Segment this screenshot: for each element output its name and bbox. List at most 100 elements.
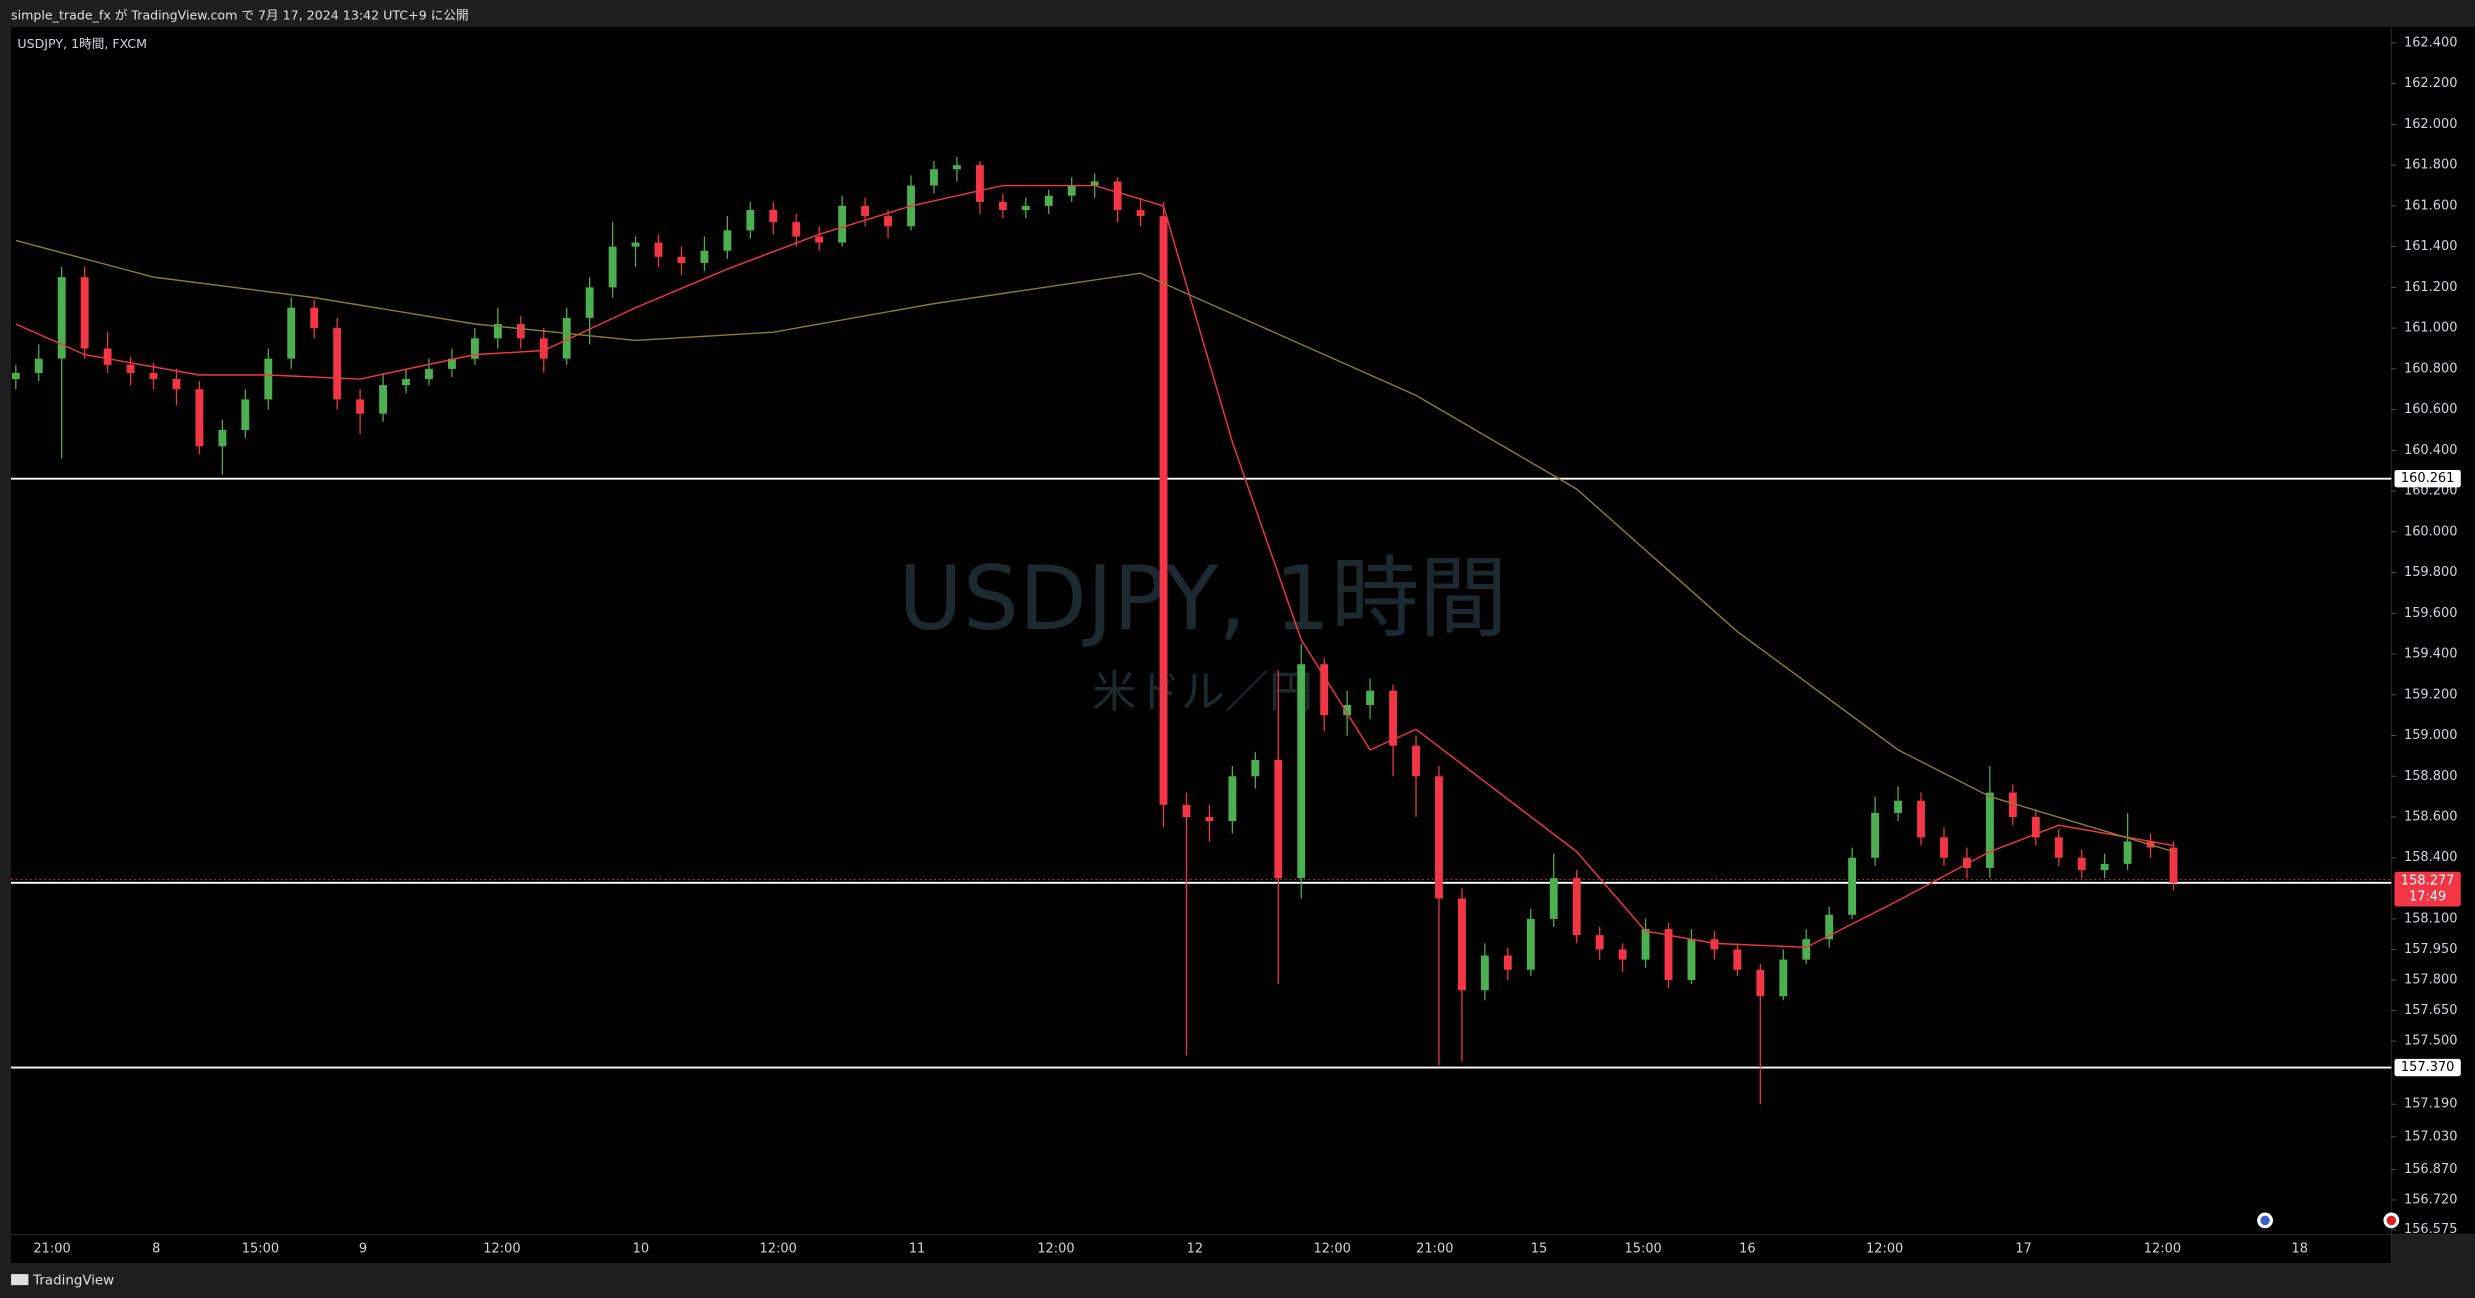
candle-body (1228, 776, 1237, 822)
publisher: simple_trade_fx が TradingView.com で 7月 1… (11, 8, 469, 23)
y-tick-label: 158.100 (2404, 911, 2458, 926)
candle-body (1825, 914, 1834, 940)
candle-body (608, 246, 617, 288)
level-label: 157.370 (2401, 1060, 2455, 1075)
candle-body (1412, 745, 1420, 777)
candle-body (1480, 955, 1489, 991)
y-tick-label: 161.200 (2404, 280, 2458, 295)
y-tick-label: 156.870 (2404, 1162, 2458, 1177)
candle-body (1320, 664, 1329, 716)
candle-body (1572, 878, 1581, 936)
y-tick-label: 160.000 (2404, 524, 2458, 539)
y-tick-label: 156.575 (2404, 1222, 2458, 1237)
candle-body (1549, 878, 1558, 919)
current-price-label: 158.277 (2401, 874, 2455, 889)
candle-body (1526, 918, 1535, 970)
candle-body (1136, 209, 1145, 217)
candle-body (1366, 690, 1375, 705)
x-tick-label: 18 (2292, 1241, 2308, 1256)
x-tick-label: 21:00 (33, 1241, 70, 1256)
candle-body (1021, 205, 1030, 210)
x-tick-label: 21:00 (1416, 1241, 1453, 1256)
x-tick-label: 12:00 (1314, 1241, 1351, 1256)
candle-body (447, 358, 456, 369)
x-tick-label: 15 (1531, 1241, 1547, 1256)
candle-body (1917, 800, 1925, 838)
event-icon-inner (2260, 1215, 2270, 1226)
candle-body (1733, 949, 1742, 970)
x-tick-label: 12:00 (1866, 1241, 1903, 1256)
candle-body (700, 250, 709, 263)
y-tick-label: 157.030 (2404, 1129, 2458, 1144)
candle-body (1457, 898, 1466, 991)
y-tick-label: 161.800 (2404, 158, 2458, 173)
candle-body (1687, 939, 1696, 980)
candle-body (1894, 800, 1903, 813)
candles-layer (11, 157, 2178, 1105)
candle-body (516, 324, 525, 339)
candle-body (539, 338, 548, 359)
candle-body (218, 429, 227, 447)
candle-body (126, 364, 135, 373)
candle-body (356, 399, 365, 414)
candle-body (2031, 817, 2040, 838)
candle-body (1343, 704, 1352, 716)
y-tick-label: 159.800 (2404, 565, 2458, 580)
watermark: USDJPY, 1時間 (898, 547, 1507, 650)
x-tick-label: 12:00 (2144, 1241, 2181, 1256)
candle-body (1159, 216, 1168, 805)
axis-layer: 162.400 162.200 162.000 161.800 161.600 161.4… (33, 35, 2461, 1256)
candle-body (57, 277, 66, 359)
y-tick-label: 160.400 (2404, 443, 2458, 458)
candle-body (2123, 841, 2132, 864)
y-tick-label: 160.800 (2404, 361, 2458, 376)
candle-body (769, 209, 778, 223)
candle-body (1503, 955, 1512, 970)
candle-body (149, 372, 158, 380)
y-tick-label: 157.800 (2404, 972, 2458, 987)
logo-mark (11, 1274, 29, 1286)
candle-body (333, 328, 342, 400)
candle-body (815, 236, 824, 243)
candle-body (172, 379, 181, 390)
candle-body (1595, 935, 1604, 950)
candle-body (2077, 857, 2086, 870)
y-tick-label: 162.000 (2404, 117, 2458, 132)
footer-brand: TradingView (32, 1273, 114, 1288)
candle-body (402, 379, 410, 386)
level-label: 160.261 (2401, 471, 2455, 486)
candle-body (1067, 185, 1076, 196)
candle-body (1435, 776, 1443, 899)
candle-body (677, 256, 686, 263)
level-label-box (2394, 1058, 2461, 1077)
candle-body (379, 385, 388, 414)
y-tick-label: 159.400 (2404, 647, 2458, 662)
candle-body (585, 287, 594, 318)
y-tick-label: 162.400 (2404, 35, 2458, 50)
price-axis (2391, 27, 2475, 1235)
candle-body (1182, 804, 1191, 818)
candle-body (1618, 949, 1627, 960)
plot-area (11, 27, 2392, 1235)
candle-body (241, 399, 250, 430)
x-tick-label: 16 (1739, 1241, 1755, 1256)
candle-body (493, 324, 502, 339)
candle-body (884, 216, 893, 227)
candle-body (562, 317, 571, 359)
y-tick-label: 157.500 (2404, 1034, 2458, 1049)
candle-body (1962, 857, 1971, 868)
candle-body (310, 307, 319, 329)
candle-body (1090, 181, 1099, 186)
y-tick-label: 159.000 (2404, 728, 2458, 743)
candle-body (792, 222, 801, 237)
candle-body (1205, 817, 1214, 822)
candle-body (1985, 792, 1994, 868)
y-tick-label: 158.400 (2404, 850, 2458, 865)
candle-body (264, 358, 273, 400)
candle-body (1297, 664, 1306, 879)
candle-body (103, 348, 112, 365)
y-tick-label: 157.950 (2404, 942, 2458, 957)
candle-body (425, 368, 433, 380)
candle-body (838, 205, 847, 243)
